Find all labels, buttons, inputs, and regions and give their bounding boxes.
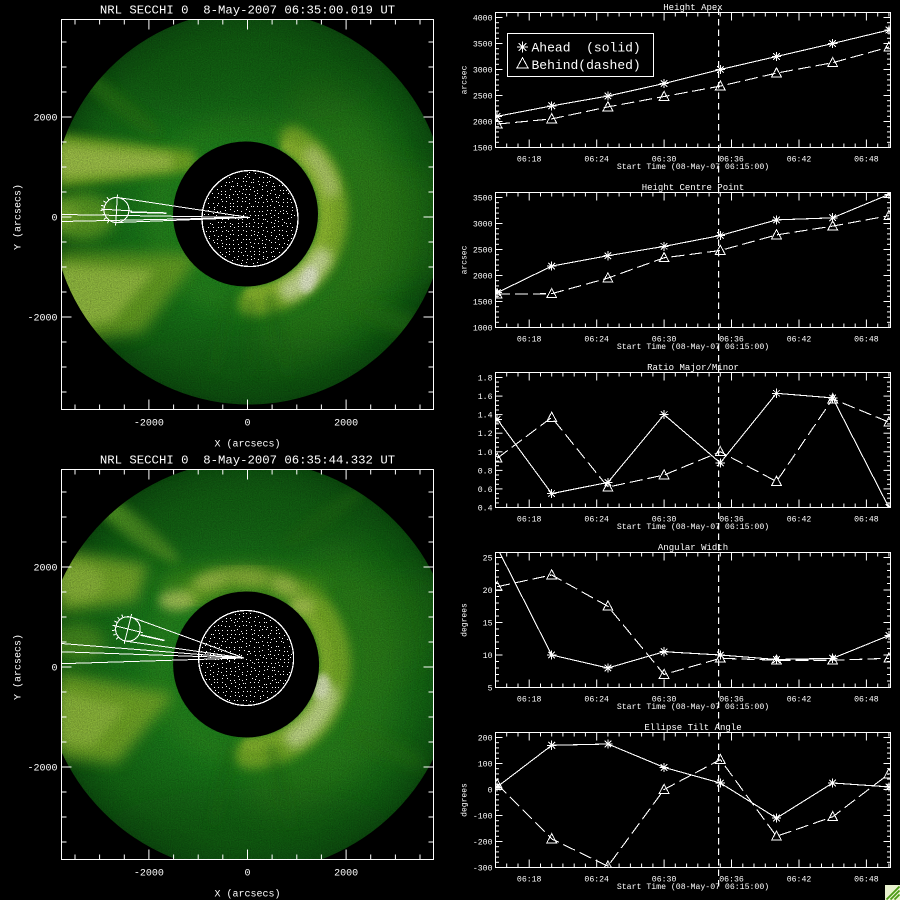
svg-text:arcsec: arcsec: [461, 245, 470, 274]
svg-text:-200: -200: [473, 839, 493, 848]
svg-text:Ratio Major/Minor: Ratio Major/Minor: [647, 363, 739, 373]
svg-text:06:36: 06:36: [719, 156, 744, 165]
svg-text:1500: 1500: [473, 299, 493, 308]
svg-text:arcsec: arcsec: [461, 65, 470, 94]
svg-text:Angular Width: Angular Width: [658, 543, 728, 553]
svg-text:3500: 3500: [473, 41, 493, 50]
svg-text:NRL SECCHI 0 8-May-2007 06:35: NRL SECCHI 0 8-May-2007 06:35:00.019 UT: [100, 4, 395, 18]
svg-text:NRL SECCHI 0 8-May-2007 06:35: NRL SECCHI 0 8-May-2007 06:35:44.332 UT: [100, 454, 395, 468]
svg-text:15: 15: [483, 620, 493, 629]
svg-text:-2000: -2000: [27, 764, 57, 775]
svg-text:06:24: 06:24: [584, 696, 609, 705]
svg-text:1000: 1000: [473, 325, 493, 334]
svg-text:Start Time (08-May-07 06:15:00: Start Time (08-May-07 06:15:00): [617, 162, 769, 172]
svg-text:06:48: 06:48: [854, 876, 879, 885]
svg-text:06:24: 06:24: [584, 156, 609, 165]
svg-text:-2000: -2000: [27, 314, 57, 325]
svg-text:06:30: 06:30: [652, 336, 677, 345]
svg-text:06:18: 06:18: [517, 156, 542, 165]
svg-text:06:42: 06:42: [787, 156, 812, 165]
svg-text:3500: 3500: [473, 195, 493, 204]
svg-text:06:36: 06:36: [719, 516, 744, 525]
svg-text:Start Time (08-May-07 06:15:00: Start Time (08-May-07 06:15:00): [617, 522, 769, 532]
svg-text:-2000: -2000: [134, 869, 164, 880]
svg-text:0: 0: [51, 214, 57, 225]
svg-text:1500: 1500: [473, 145, 493, 154]
svg-text:06:48: 06:48: [854, 516, 879, 525]
svg-text:06:24: 06:24: [584, 876, 609, 885]
svg-text:2000: 2000: [334, 869, 358, 880]
svg-text:Y (arcsecs): Y (arcsecs): [13, 184, 25, 250]
svg-text:Start Time (08-May-07 06:15:00: Start Time (08-May-07 06:15:00): [617, 702, 769, 712]
svg-text:-300: -300: [473, 865, 493, 874]
svg-text:-100: -100: [473, 813, 493, 822]
svg-text:Ahead (solid): Ahead (solid): [532, 41, 641, 56]
svg-text:06:42: 06:42: [787, 516, 812, 525]
svg-text:1.8: 1.8: [478, 375, 493, 384]
svg-text:10: 10: [483, 652, 493, 661]
svg-text:Y (arcsecs): Y (arcsecs): [13, 634, 25, 700]
svg-text:2500: 2500: [473, 247, 493, 256]
svg-text:2000: 2000: [334, 419, 358, 430]
svg-text:0.6: 0.6: [478, 486, 493, 495]
svg-text:06:48: 06:48: [854, 156, 879, 165]
svg-text:20: 20: [483, 587, 493, 596]
svg-text:0: 0: [51, 664, 57, 675]
svg-text:Ellipse Tilt Angle: Ellipse Tilt Angle: [644, 723, 741, 733]
svg-text:1.6: 1.6: [478, 393, 493, 402]
svg-text:1.0: 1.0: [478, 449, 493, 458]
svg-text:Behind(dashed): Behind(dashed): [532, 58, 641, 73]
svg-text:06:48: 06:48: [854, 336, 879, 345]
svg-text:3000: 3000: [473, 221, 493, 230]
svg-text:degrees: degrees: [461, 783, 470, 817]
svg-text:0: 0: [488, 787, 493, 796]
svg-text:200: 200: [478, 735, 493, 744]
svg-text:2500: 2500: [473, 93, 493, 102]
svg-text:25: 25: [483, 555, 493, 564]
svg-text:06:30: 06:30: [652, 696, 677, 705]
svg-text:1.4: 1.4: [478, 412, 493, 421]
svg-text:06:48: 06:48: [854, 696, 879, 705]
svg-text:06:36: 06:36: [719, 696, 744, 705]
svg-text:06:18: 06:18: [517, 516, 542, 525]
svg-text:2000: 2000: [33, 564, 57, 575]
svg-text:2000: 2000: [33, 114, 57, 125]
svg-text:06:24: 06:24: [584, 336, 609, 345]
svg-text:0: 0: [244, 869, 250, 880]
svg-text:X (arcsecs): X (arcsecs): [214, 439, 280, 451]
svg-text:06:30: 06:30: [652, 516, 677, 525]
svg-text:2000: 2000: [473, 273, 493, 282]
svg-text:06:30: 06:30: [652, 156, 677, 165]
svg-text:Start Time (08-May-07 06:15:00: Start Time (08-May-07 06:15:00): [617, 342, 769, 352]
svg-text:06:42: 06:42: [787, 876, 812, 885]
svg-text:0.4: 0.4: [478, 505, 493, 514]
svg-text:06:18: 06:18: [517, 696, 542, 705]
svg-text:06:24: 06:24: [584, 516, 609, 525]
svg-text:0: 0: [244, 419, 250, 430]
svg-text:06:18: 06:18: [517, 336, 542, 345]
svg-text:06:36: 06:36: [719, 336, 744, 345]
svg-text:100: 100: [478, 761, 493, 770]
svg-text:Start Time (08-May-07 06:15:00: Start Time (08-May-07 06:15:00): [617, 882, 769, 892]
svg-text:-2000: -2000: [134, 419, 164, 430]
svg-text:0.8: 0.8: [478, 467, 493, 476]
svg-text:4000: 4000: [473, 15, 493, 24]
svg-text:06:42: 06:42: [787, 336, 812, 345]
svg-text:degrees: degrees: [461, 603, 470, 637]
svg-text:06:42: 06:42: [787, 696, 812, 705]
svg-text:3000: 3000: [473, 67, 493, 76]
svg-text:2000: 2000: [473, 119, 493, 128]
svg-text:06:30: 06:30: [652, 876, 677, 885]
svg-text:06:18: 06:18: [517, 876, 542, 885]
svg-text:X (arcsecs): X (arcsecs): [214, 889, 280, 900]
svg-text:Height Apex: Height Apex: [663, 3, 722, 13]
svg-text:06:36: 06:36: [719, 876, 744, 885]
svg-text:5: 5: [488, 685, 493, 694]
svg-text:1.2: 1.2: [478, 430, 493, 439]
svg-text:Height Centre Point: Height Centre Point: [642, 183, 745, 193]
